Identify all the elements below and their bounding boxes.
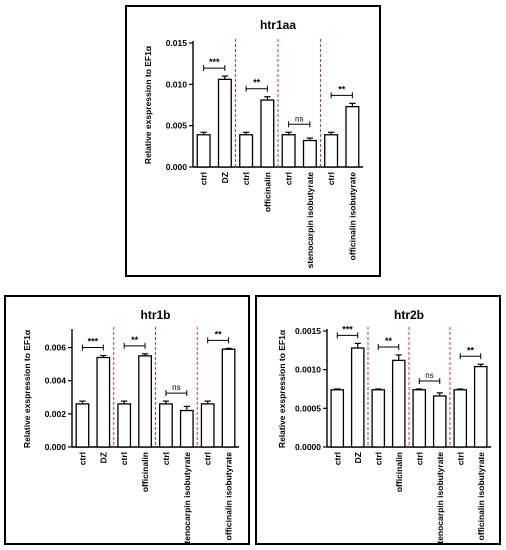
y-tick-label: 0.015	[166, 38, 188, 48]
y-axis-label: Relative exspression to EF1α	[277, 329, 287, 448]
y-tick-label: 0.002	[45, 409, 67, 419]
significance-label: ***	[342, 324, 353, 334]
x-tick-label: ctrl	[373, 452, 383, 465]
chart-title: htr1b	[141, 308, 171, 322]
significance-label: ***	[88, 337, 99, 347]
x-tick-label: ctrl	[199, 172, 209, 185]
bar	[324, 134, 339, 168]
significance-label: **	[215, 329, 223, 339]
x-tick-label: officinalin isobutyrate	[476, 452, 486, 541]
bar	[159, 403, 173, 448]
bar	[239, 134, 254, 168]
bar	[330, 389, 345, 448]
bar	[200, 403, 215, 448]
chart-title: htr1aa	[260, 18, 296, 32]
significance-label: **	[385, 336, 393, 346]
significance-label: **	[253, 78, 261, 88]
x-tick-label: ctrl	[241, 172, 251, 185]
chart-title: htr2b	[394, 308, 424, 322]
y-tick-label: 0.0015	[295, 326, 321, 336]
significance-label: ***	[209, 57, 220, 67]
y-tick-label: 0.0005	[295, 403, 321, 413]
y-axis-label: Relative exspression to EF1α	[143, 45, 153, 164]
x-tick-label: DZ	[98, 452, 108, 463]
x-tick-label: ctrl	[332, 452, 342, 465]
bar	[350, 347, 365, 448]
bar	[412, 389, 427, 448]
chart-panel-htr2b: htr2b Relative exspression to EF1α 0.0000 0…	[255, 295, 501, 545]
x-tick-label: officinalin	[140, 452, 150, 492]
bar	[371, 389, 386, 448]
chart-htr1b: htr1b Relative exspression to EF1α 0.000 0.…	[22, 308, 239, 543]
y-tick-label: 0.004	[45, 376, 67, 386]
bar	[196, 134, 211, 168]
x-tick-label: ctrl	[119, 452, 129, 465]
significance-label: **	[338, 84, 346, 94]
bar	[432, 395, 447, 448]
x-tick-label: officinalin isobutyrate	[347, 172, 357, 261]
significance-label: ns	[172, 383, 180, 392]
x-tick-label: DZ	[353, 452, 363, 463]
bar	[179, 409, 194, 448]
y-tick-label: 0.010	[166, 79, 188, 89]
bar	[117, 403, 132, 448]
x-tick-label: ctrl	[326, 172, 336, 185]
x-tick-label: ctrl	[203, 452, 213, 465]
chart-htr1aa: htr1aa Relative exspression to EF1α 0.000 0…	[143, 18, 363, 269]
bar	[75, 403, 90, 448]
significance-label: ns	[425, 371, 433, 380]
bar	[221, 348, 236, 448]
bar	[96, 356, 111, 448]
x-tick-label: ctrl	[455, 452, 465, 465]
bar	[260, 99, 275, 168]
x-tick-label: ctrl	[284, 172, 294, 185]
bar	[473, 365, 488, 448]
bar	[453, 389, 468, 448]
bar	[138, 355, 152, 448]
bar	[345, 106, 360, 168]
x-tick-label: officinalin	[394, 452, 404, 492]
x-tick-label: ctrl	[77, 452, 87, 465]
bar	[302, 139, 317, 168]
significance-label: **	[467, 345, 475, 355]
y-tick-label: 0.006	[45, 343, 67, 353]
y-tick-label: 0.0010	[295, 365, 321, 375]
y-tick-label: 0.0000	[295, 442, 321, 452]
significance-label: **	[131, 335, 139, 345]
y-tick-label: 0.000	[166, 162, 188, 172]
y-axis-label: Relative exspression to EF1α	[22, 329, 32, 448]
x-tick-label: stenocarpin isobutyrate	[435, 452, 445, 543]
x-tick-label: DZ	[220, 172, 230, 183]
x-tick-label: ctrl	[414, 452, 424, 465]
y-tick-label: 0.005	[166, 121, 188, 131]
x-tick-label: ctrl	[161, 452, 171, 465]
x-tick-label: officinalin isobutyrate	[224, 452, 234, 541]
bar	[281, 134, 296, 168]
chart-panel-htr1aa: htr1aa Relative exspression to EF1α 0.000 0…	[125, 5, 381, 277]
x-tick-label: stenocarpin isobutyrate	[182, 452, 192, 543]
bar	[391, 359, 406, 448]
x-tick-label: officinalin	[262, 172, 272, 212]
y-tick-label: 0.000	[45, 442, 67, 452]
significance-label: ns	[295, 114, 303, 123]
x-tick-label: stenocarpin isobutyrate	[305, 172, 315, 269]
chart-htr2b: htr2b Relative exspression to EF1α 0.0000 0…	[277, 308, 491, 543]
bar	[217, 78, 232, 168]
chart-panel-htr1b: htr1b Relative exspression to EF1α 0.000 0.…	[4, 295, 250, 545]
